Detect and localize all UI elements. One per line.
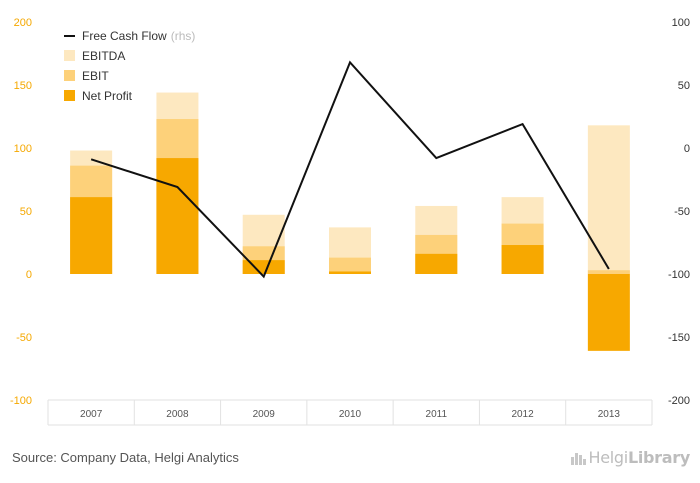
- y-right-tick-label: 100: [672, 17, 690, 29]
- bar-net-profit-2008: [156, 158, 199, 274]
- x-tick-label-2013: 2013: [598, 409, 621, 420]
- legend-item-net-profit: Net Profit: [64, 89, 133, 103]
- y-right-tick-label: -150: [668, 332, 690, 344]
- point-free-cash-flow-2013: [607, 267, 611, 271]
- line-free-cash-flow: [90, 60, 610, 279]
- bar-ebit-2010: [329, 257, 371, 274]
- bar-net-profit-2011: [415, 253, 458, 274]
- x-tick-label-2012: 2012: [511, 409, 534, 420]
- x-tick-label-2011: 2011: [426, 409, 448, 420]
- legend-label: EBITDA: [82, 49, 125, 63]
- y-left-tick-label: -50: [16, 332, 32, 344]
- y-left-tick-label: -100: [10, 395, 32, 407]
- point-free-cash-flow-2009: [262, 275, 266, 279]
- y-right-tick-label: 0: [684, 143, 690, 155]
- bar-ebit-2013: [587, 270, 630, 274]
- y-left-tick-label: 150: [14, 80, 32, 92]
- y-left-tick-label: 100: [14, 143, 32, 155]
- helgi-library-logo: HelgiLibrary: [570, 448, 690, 467]
- bar-net-profit-2009: [242, 260, 285, 274]
- legend-label: Net Profit: [82, 89, 133, 103]
- legend-label: Free Cash Flow: [82, 29, 167, 43]
- y-right-tick-label: -100: [668, 269, 690, 281]
- y-right-tick-label: -50: [674, 206, 690, 218]
- legend-item-fcf: Free Cash Flow (rhs): [64, 29, 195, 43]
- x-tick-label-2009: 2009: [253, 409, 276, 420]
- bar-net-profit-2010: [329, 271, 371, 274]
- point-free-cash-flow-2008: [175, 185, 179, 189]
- y-right-tick-label: -200: [668, 395, 690, 407]
- x-tick-label-2008: 2008: [166, 409, 189, 420]
- y-left-tick-label: 200: [14, 17, 32, 29]
- legend-label: EBIT: [82, 69, 109, 83]
- legend-note: (rhs): [171, 29, 196, 43]
- y-left-tick-label: 50: [20, 206, 32, 218]
- x-tick-label-2007: 2007: [80, 409, 103, 420]
- logo-text-library: Library: [627, 448, 690, 467]
- chart: -100 -50 0 50 100 150 200 -200 -150 -100 -50 0 50 100…: [10, 17, 690, 426]
- y-right-tick-label: 50: [678, 80, 690, 92]
- legend-item-ebit: EBIT: [64, 69, 109, 83]
- point-free-cash-flow-2010: [348, 60, 352, 64]
- point-free-cash-flow-2011: [434, 156, 438, 160]
- point-free-cash-flow-2007: [89, 157, 93, 161]
- x-tick-label-2010: 2010: [339, 409, 362, 420]
- legend-swatch: [64, 50, 75, 61]
- y-left-tick-label: 0: [26, 269, 32, 281]
- logo-text-helgi: Helgi: [588, 448, 629, 467]
- bar-ebitda-2013: [587, 125, 630, 274]
- bar-net-profit-2013: [587, 274, 630, 351]
- bar-net-profit-2012: [501, 245, 544, 274]
- source-note: Source: Company Data, Helgi Analytics: [12, 450, 239, 465]
- bar-net-profit-2007: [70, 197, 113, 274]
- building-icon: [570, 451, 587, 465]
- legend-swatch: [64, 70, 75, 81]
- legend-item-ebitda: EBITDA: [64, 49, 125, 63]
- point-free-cash-flow-2012: [521, 122, 525, 126]
- legend-swatch: [64, 90, 75, 101]
